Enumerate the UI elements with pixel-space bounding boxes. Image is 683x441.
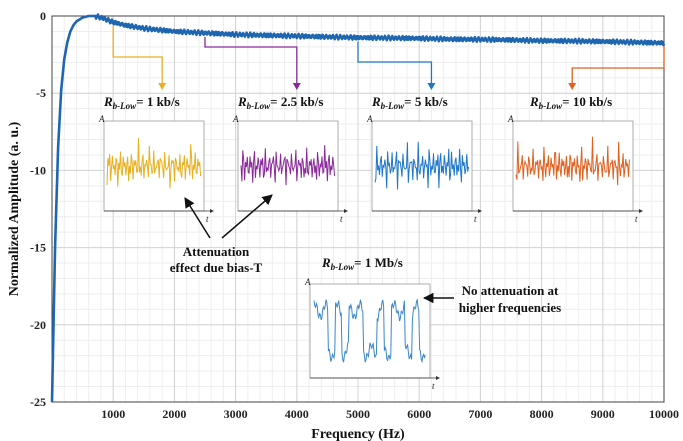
inset-time-axis-label: t bbox=[474, 214, 477, 224]
x-tick-label: 3000 bbox=[224, 407, 248, 421]
x-tick-label: 2000 bbox=[162, 407, 186, 421]
y-tick-label: -20 bbox=[30, 318, 46, 332]
attenuation-annotation-line2: effect due bias-T bbox=[170, 260, 263, 275]
x-tick-label: 5000 bbox=[346, 407, 370, 421]
inset-amplitude-axis-label: A bbox=[232, 114, 239, 124]
callout-arrowhead bbox=[568, 83, 577, 90]
y-tick-label: -5 bbox=[36, 86, 46, 100]
callout-arrowhead bbox=[158, 83, 167, 90]
inset-axis-arrowhead bbox=[436, 376, 440, 380]
callout-arrowhead bbox=[292, 83, 301, 90]
inset-axis-arrowhead bbox=[639, 209, 643, 213]
inset-title: Rb-Low= 1 kb/s bbox=[103, 94, 180, 111]
inset-amplitude-axis-label: A bbox=[304, 277, 311, 287]
x-tick-label: 4000 bbox=[285, 407, 309, 421]
callout-line bbox=[204, 36, 298, 84]
amplitude-series-line bbox=[50, 13, 666, 403]
inset-time-axis-label: t bbox=[340, 214, 343, 224]
inset-axis-arrowhead bbox=[210, 209, 214, 213]
attenuation-arrow-right bbox=[221, 194, 273, 239]
callout-line bbox=[112, 26, 163, 84]
x-tick-label: 8000 bbox=[530, 407, 554, 421]
x-tick-label: 10000 bbox=[649, 407, 679, 421]
inset-title: Rb-Low= 5 kb/s bbox=[371, 94, 448, 111]
y-axis-label: Normalized Amplitude (a. u.) bbox=[7, 121, 22, 296]
inset-title: Rb-Low= 1 Mb/s bbox=[321, 255, 403, 272]
x-tick-label: 1000 bbox=[101, 407, 125, 421]
x-tick-label: 9000 bbox=[591, 407, 615, 421]
y-tick-labels: 0 -5 -10 -15 -20 -25 bbox=[30, 9, 46, 409]
x-axis-label: Frequency (Hz) bbox=[311, 427, 405, 441]
y-tick-label: 0 bbox=[40, 9, 46, 23]
y-tick-label: -15 bbox=[30, 241, 46, 255]
insets: t A Rb-Low= 1 kb/s t A Rb-Low= 2.5 kb/s t A Rb-L… bbox=[98, 94, 643, 391]
inset-time-axis-label: t bbox=[206, 214, 209, 224]
inset-amplitude-axis-label: A bbox=[507, 114, 514, 124]
inset-waveform-trace bbox=[374, 141, 470, 190]
x-tick-label: 6000 bbox=[407, 407, 431, 421]
inset-waveform-trace bbox=[106, 138, 202, 189]
plot-area-frame bbox=[51, 15, 665, 403]
x-tick-label: 7000 bbox=[468, 407, 492, 421]
attenuation-arrow-left bbox=[184, 197, 211, 239]
inset-amplitude-axis-label: A bbox=[98, 114, 105, 124]
inset-waveform-trace bbox=[515, 136, 630, 186]
inset-frame bbox=[371, 120, 473, 212]
inset-title: Rb-Low= 2.5 kb/s bbox=[237, 94, 323, 111]
inset-axis-arrowhead bbox=[478, 209, 482, 213]
inset-frame bbox=[309, 283, 431, 379]
y-tick-label: -10 bbox=[30, 163, 46, 177]
callout-arrowhead bbox=[427, 83, 436, 90]
inset-waveform: t A Rb-Low= 1 Mb/s bbox=[304, 255, 440, 391]
inset-waveform: t A Rb-Low= 10 kb/s bbox=[507, 94, 643, 224]
callout-line bbox=[571, 44, 665, 84]
inset-amplitude-axis-label: A bbox=[366, 114, 373, 124]
inset-title: Rb-Low= 10 kb/s bbox=[529, 94, 612, 111]
x-tick-labels: 1000 2000 3000 4000 5000 6000 7000 8000 9000 1000… bbox=[101, 407, 679, 421]
inset-waveform-trace bbox=[313, 297, 426, 364]
no-attenuation-annotation-line1: No attenuation at bbox=[462, 283, 559, 298]
inset-axis-arrowhead bbox=[344, 209, 348, 213]
inset-time-axis-label: t bbox=[432, 381, 435, 391]
no-attenuation-annotation-line2: higher frequencies bbox=[459, 300, 561, 315]
callout-lines bbox=[112, 26, 665, 90]
inset-waveform-trace bbox=[240, 145, 336, 186]
inset-waveform: t A Rb-Low= 2.5 kb/s bbox=[232, 94, 348, 224]
attenuation-annotation-line1: Attenuation bbox=[183, 244, 250, 259]
inset-waveform: t A Rb-Low= 1 kb/s bbox=[98, 94, 214, 224]
callout-line bbox=[357, 41, 433, 84]
inset-waveform: t A Rb-Low= 5 kb/s bbox=[366, 94, 482, 224]
y-tick-label: -25 bbox=[30, 395, 46, 409]
inset-time-axis-label: t bbox=[635, 214, 638, 224]
